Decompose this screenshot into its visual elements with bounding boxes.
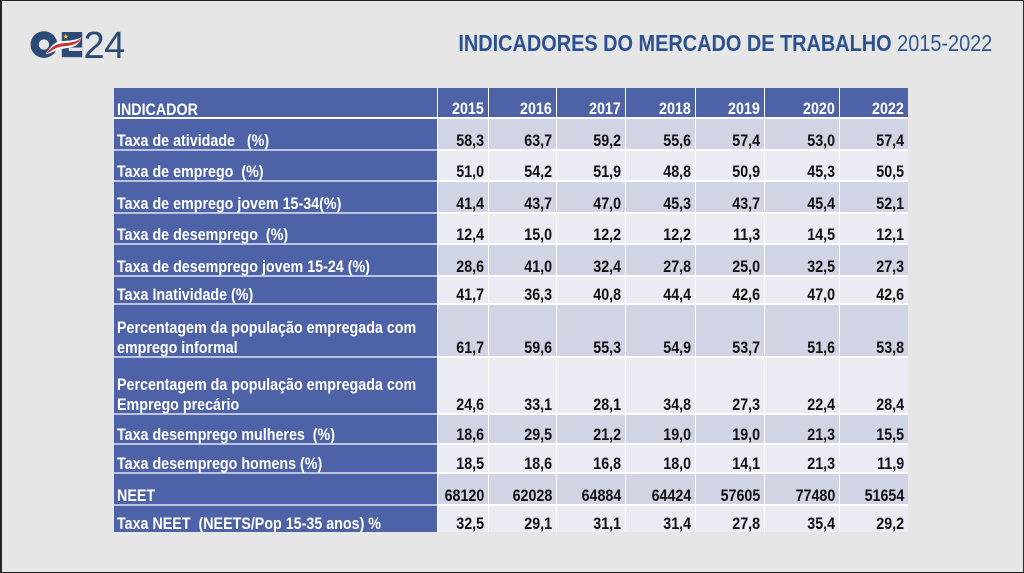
svg-text:24: 24 (84, 29, 126, 63)
